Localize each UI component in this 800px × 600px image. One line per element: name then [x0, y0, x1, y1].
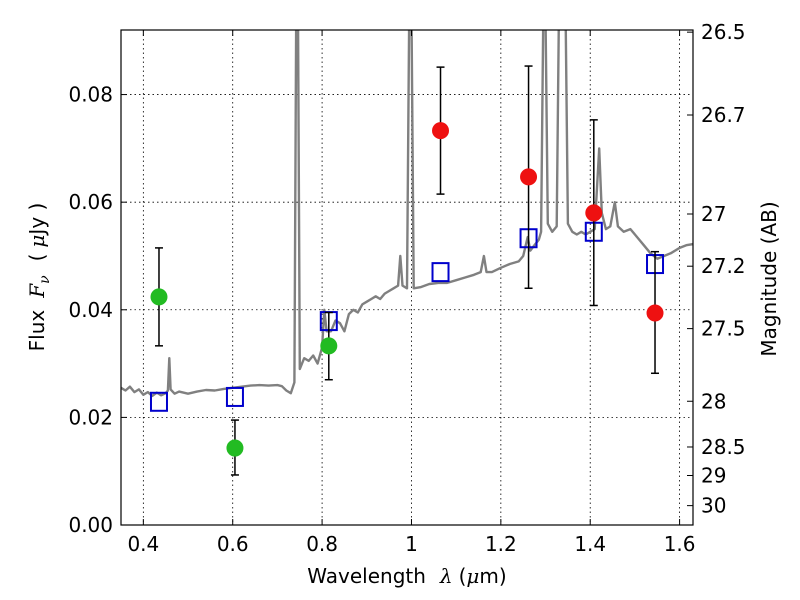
observed-flux-point: [150, 288, 168, 306]
right-tick-label: 26.5: [701, 20, 746, 44]
right-tick-label: 27.5: [701, 317, 746, 341]
model-photometry-square: [149, 391, 168, 412]
right-tick-label: 28.5: [701, 435, 746, 459]
model-photometry-square: [431, 262, 450, 283]
right-tick-label: 30: [701, 494, 726, 518]
x-tick-label: 1.6: [664, 532, 696, 556]
y-axis-label: FluxFν(μJy ): [25, 203, 53, 352]
x-tick-label: 1.2: [485, 532, 517, 556]
x-axis-label: Wavelength λ (μm): [307, 564, 506, 588]
spectrum-line: [121, 30, 693, 398]
y-tick-label: 0.06: [68, 190, 113, 214]
observed-flux-point: [226, 439, 244, 457]
right-tick-label: 26.7: [701, 103, 746, 127]
x-tick-label: 1.4: [574, 532, 606, 556]
x-tick-label: 1: [405, 532, 418, 556]
x-tick-label: 0.4: [127, 532, 159, 556]
ticks: 0.4 0.6 0.8 1 1.2 1.4 1.6 0.00 0.02 0.04 0.06 0.08 2…: [68, 20, 745, 556]
x-tick-label: 0.6: [217, 532, 249, 556]
marker-layer: [149, 65, 665, 476]
x-tick-label: 0.8: [306, 532, 338, 556]
observed-flux-point: [320, 337, 338, 355]
data-layer: [121, 30, 693, 398]
y-tick-label: 0.00: [68, 513, 113, 537]
right-tick-label: 29: [701, 464, 726, 488]
right-tick-label: 27: [701, 202, 726, 226]
right-tick-label: 27.2: [701, 254, 746, 278]
observed-flux-point: [520, 168, 538, 186]
y-tick-label: 0.02: [68, 405, 113, 429]
observed-flux-point: [585, 204, 603, 222]
right-axis-label: Magnitude (AB): [757, 201, 781, 356]
y-tick-label: 0.08: [68, 83, 113, 107]
y-tick-label: 0.04: [68, 298, 113, 322]
observed-flux-point: [646, 304, 664, 322]
model-photometry-square: [225, 386, 244, 407]
observed-flux-point: [432, 122, 450, 140]
right-tick-label: 28: [701, 389, 726, 413]
plot-frame: [120, 29, 694, 526]
